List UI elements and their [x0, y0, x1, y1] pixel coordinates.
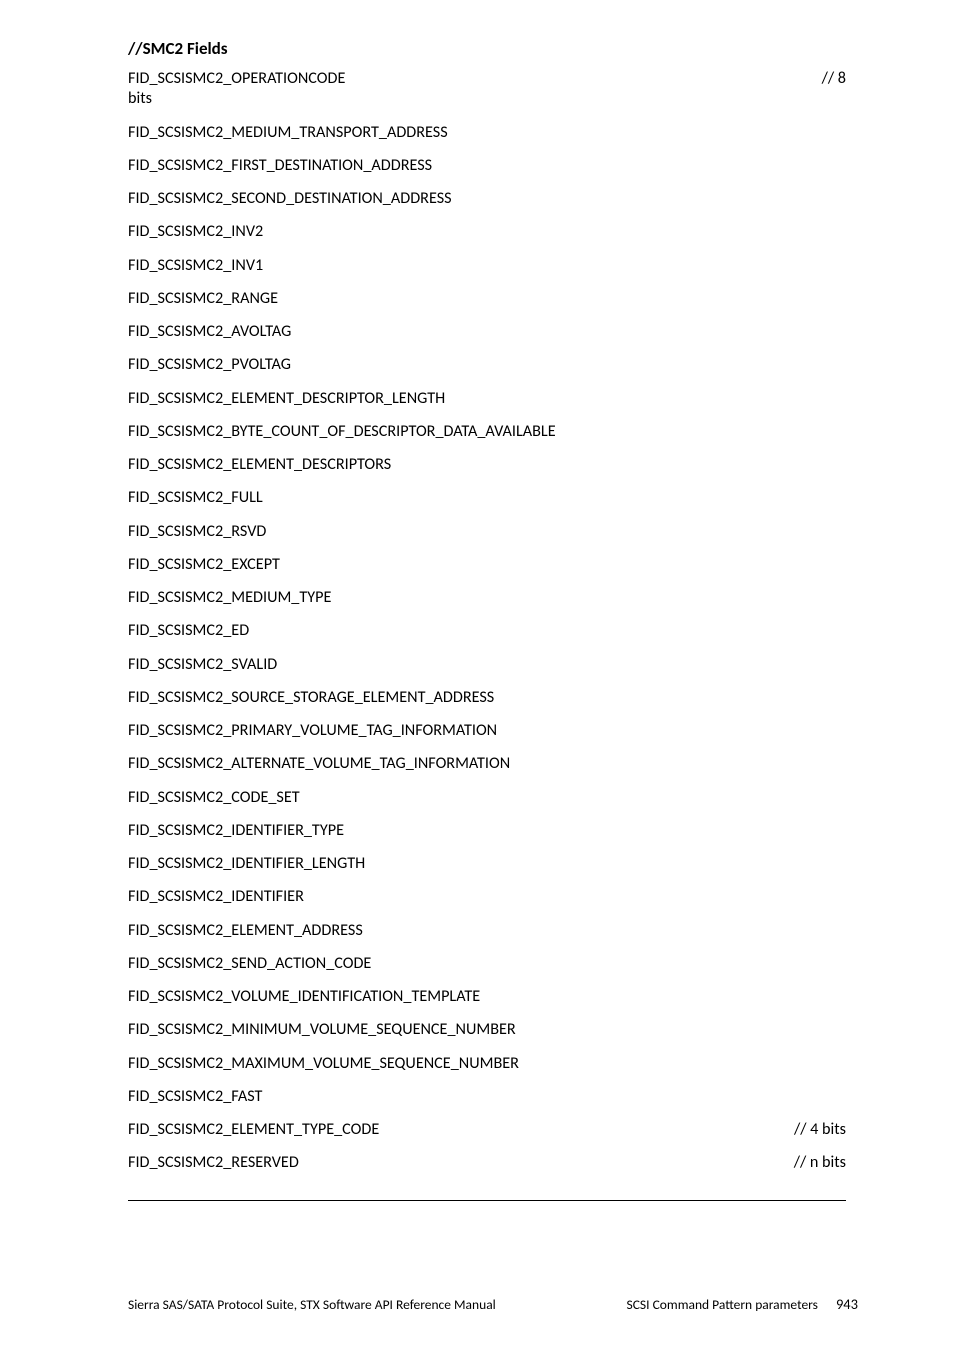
field-name: FID_SCSISMC2_ELEMENT_TYPE_CODE: [128, 1120, 379, 1140]
footer-page-number: 943: [836, 1295, 858, 1313]
document-page: //SMC2 Fields FID_SCSISMC2_OPERATIONCODE…: [0, 0, 954, 1349]
field-name: FID_SCSISMC2_RESERVED: [128, 1153, 299, 1173]
field-name: FID_SCSISMC2_CODE_SET: [128, 788, 300, 808]
field-row: FID_SCSISMC2_ELEMENT_ADDRESS: [128, 921, 846, 941]
page-footer: Sierra SAS/SATA Protocol Suite, STX Soft…: [128, 1295, 858, 1313]
field-row: FID_SCSISMC2_IDENTIFIER_TYPE: [128, 821, 846, 841]
field-name: FID_SCSISMC2_EXCEPT: [128, 555, 280, 575]
field-name: FID_SCSISMC2_FIRST_DESTINATION_ADDRESS: [128, 156, 432, 176]
field-row: FID_SCSISMC2_IDENTIFIER: [128, 887, 846, 907]
field-name: FID_SCSISMC2_MEDIUM_TYPE: [128, 588, 331, 608]
field-name: FID_SCSISMC2_FAST: [128, 1087, 262, 1107]
field-row: FID_SCSISMC2_MINIMUM_VOLUME_SEQUENCE_NUM…: [128, 1020, 846, 1040]
field-name: FID_SCSISMC2_MINIMUM_VOLUME_SEQUENCE_NUM…: [128, 1020, 516, 1040]
field-name: FID_SCSISMC2_PVOLTAG: [128, 355, 291, 375]
footer-right: SCSI Command Pattern parameters 943: [627, 1295, 858, 1313]
field-comment: // n bits: [756, 1153, 846, 1173]
field-name: FID_SCSISMC2_RSVD: [128, 522, 266, 542]
field-row: FID_SCSISMC2_FULL: [128, 488, 846, 508]
field-comment: // 8: [756, 69, 846, 89]
field-row: FID_SCSISMC2_AVOLTAG: [128, 322, 846, 342]
field-name: FID_SCSISMC2_INV1: [128, 256, 263, 276]
field-row: FID_SCSISMC2_VOLUME_IDENTIFICATION_TEMPL…: [128, 987, 846, 1007]
field-row: FID_SCSISMC2_SEND_ACTION_CODE: [128, 954, 846, 974]
field-row: FID_SCSISMC2_RSVD: [128, 522, 846, 542]
field-row: FID_SCSISMC2_BYTE_COUNT_OF_DESCRIPTOR_DA…: [128, 422, 846, 442]
field-name: FID_SCSISMC2_PRIMARY_VOLUME_TAG_INFORMAT…: [128, 721, 497, 741]
field-name: FID_SCSISMC2_OPERATIONCODE bits: [128, 69, 756, 110]
field-row: FID_SCSISMC2_SOURCE_STORAGE_ELEMENT_ADDR…: [128, 688, 846, 708]
field-row: FID_SCSISMC2_PRIMARY_VOLUME_TAG_INFORMAT…: [128, 721, 846, 741]
field-name: FID_SCSISMC2_FULL: [128, 488, 263, 508]
field-name: FID_SCSISMC2_MEDIUM_TRANSPORT_ADDRESS: [128, 123, 448, 143]
footer-separator: [128, 1200, 846, 1201]
field-name: FID_SCSISMC2_SOURCE_STORAGE_ELEMENT_ADDR…: [128, 688, 494, 708]
field-name: FID_SCSISMC2_SVALID: [128, 655, 277, 675]
field-name: FID_SCSISMC2_ED: [128, 621, 249, 641]
field-name: FID_SCSISMC2_AVOLTAG: [128, 322, 291, 342]
field-row: FID_SCSISMC2_RESERVED // n bits: [128, 1153, 846, 1173]
field-row: FID_SCSISMC2_INV1: [128, 256, 846, 276]
field-name: FID_SCSISMC2_INV2: [128, 222, 263, 242]
field-row: FID_SCSISMC2_ED: [128, 621, 846, 641]
field-row: FID_SCSISMC2_FAST: [128, 1087, 846, 1107]
field-row: FID_SCSISMC2_CODE_SET: [128, 788, 846, 808]
field-row: FID_SCSISMC2_MAXIMUM_VOLUME_SEQUENCE_NUM…: [128, 1054, 846, 1074]
field-row: FID_SCSISMC2_SECOND_DESTINATION_ADDRESS: [128, 189, 846, 209]
field-comment: // 4 bits: [756, 1120, 846, 1140]
field-name: FID_SCSISMC2_IDENTIFIER_TYPE: [128, 821, 344, 841]
field-row: FID_SCSISMC2_ELEMENT_TYPE_CODE // 4 bits: [128, 1120, 846, 1140]
field-name: FID_SCSISMC2_ELEMENT_DESCRIPTOR_LENGTH: [128, 389, 445, 409]
field-name: FID_SCSISMC2_ALTERNATE_VOLUME_TAG_INFORM…: [128, 754, 510, 774]
field-row: FID_SCSISMC2_MEDIUM_TRANSPORT_ADDRESS: [128, 123, 846, 143]
field-row: FID_SCSISMC2_SVALID: [128, 655, 846, 675]
field-name: FID_SCSISMC2_ELEMENT_ADDRESS: [128, 921, 363, 941]
field-name: FID_SCSISMC2_ELEMENT_DESCRIPTORS: [128, 455, 391, 475]
field-row: FID_SCSISMC2_PVOLTAG: [128, 355, 846, 375]
field-row: FID_SCSISMC2_FIRST_DESTINATION_ADDRESS: [128, 156, 846, 176]
field-row: FID_SCSISMC2_ELEMENT_DESCRIPTORS: [128, 455, 846, 475]
footer-manual-title: Sierra SAS/SATA Protocol Suite, STX Soft…: [128, 1296, 496, 1313]
field-row: FID_SCSISMC2_OPERATIONCODE bits// 8: [128, 69, 846, 110]
field-row: FID_SCSISMC2_EXCEPT: [128, 555, 846, 575]
field-row: FID_SCSISMC2_RANGE: [128, 289, 846, 309]
field-name: FID_SCSISMC2_MAXIMUM_VOLUME_SEQUENCE_NUM…: [128, 1054, 519, 1074]
field-name: FID_SCSISMC2_VOLUME_IDENTIFICATION_TEMPL…: [128, 987, 480, 1007]
field-row: FID_SCSISMC2_IDENTIFIER_LENGTH: [128, 854, 846, 874]
fields-list: FID_SCSISMC2_OPERATIONCODE bits// 8FID_S…: [128, 69, 846, 1174]
field-row: FID_SCSISMC2_MEDIUM_TYPE: [128, 588, 846, 608]
field-row: FID_SCSISMC2_ALTERNATE_VOLUME_TAG_INFORM…: [128, 754, 846, 774]
footer-section-label: SCSI Command Pattern parameters: [627, 1296, 818, 1313]
field-row: FID_SCSISMC2_ELEMENT_DESCRIPTOR_LENGTH: [128, 389, 846, 409]
field-name: FID_SCSISMC2_BYTE_COUNT_OF_DESCRIPTOR_DA…: [128, 422, 556, 442]
field-name: FID_SCSISMC2_IDENTIFIER_LENGTH: [128, 854, 365, 874]
section-title: //SMC2 Fields: [128, 38, 846, 59]
field-name: FID_SCSISMC2_SEND_ACTION_CODE: [128, 954, 371, 974]
field-name: FID_SCSISMC2_SECOND_DESTINATION_ADDRESS: [128, 189, 452, 209]
field-name: FID_SCSISMC2_RANGE: [128, 289, 278, 309]
field-row: FID_SCSISMC2_INV2: [128, 222, 846, 242]
field-name: FID_SCSISMC2_IDENTIFIER: [128, 887, 304, 907]
